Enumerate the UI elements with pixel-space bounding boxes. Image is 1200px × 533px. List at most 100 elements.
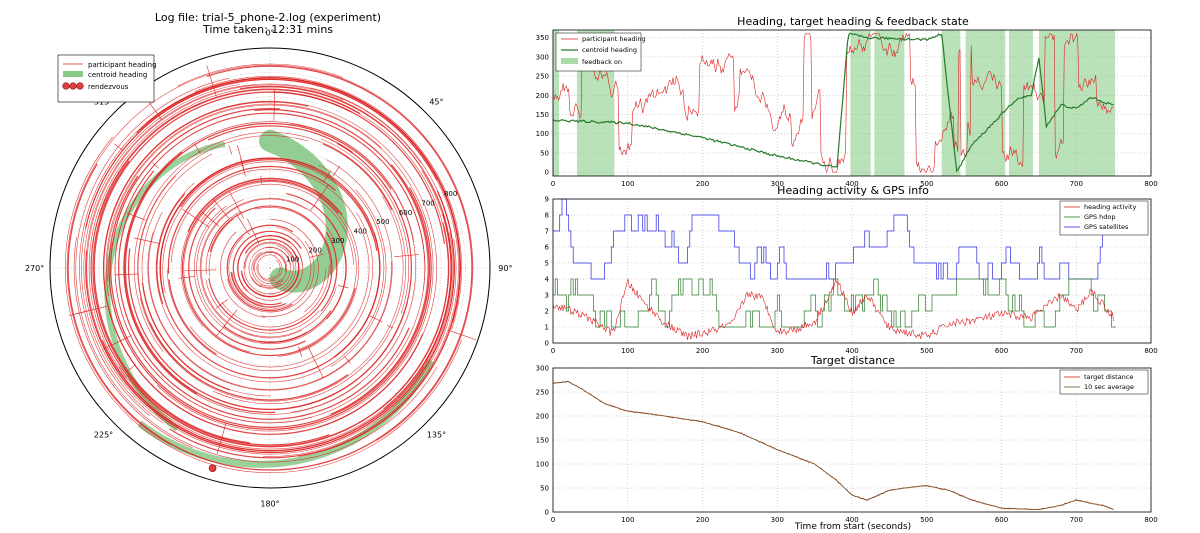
polar-participant-arc xyxy=(228,227,312,310)
polar-legend-box xyxy=(57,54,155,103)
activity-data xyxy=(552,198,1116,340)
polar-radial-tick-label: 600 xyxy=(399,209,412,217)
polar-grid-ring-300 xyxy=(196,194,344,342)
polar-participant-arc xyxy=(108,175,432,430)
distance-axes-frame xyxy=(552,367,1152,513)
y-tick-label: 200 xyxy=(536,413,549,421)
polar-participant-arc xyxy=(239,85,453,368)
polar-subtitle: Time taken: 12:31 mins xyxy=(202,23,333,36)
polar-data xyxy=(49,47,491,489)
polar-participant-arc xyxy=(141,153,272,397)
polar-participant-arc xyxy=(177,63,343,87)
distance-legend: target distance 10 sec average xyxy=(1059,369,1149,395)
polar-participant-arc xyxy=(136,77,461,459)
polar-participant-arc xyxy=(298,81,461,457)
feedback-on-span xyxy=(965,30,1006,176)
polar-participant-arc xyxy=(248,258,262,288)
ten-sec-average-line xyxy=(552,381,1114,511)
polar-participant-radial xyxy=(309,185,329,212)
polar-participant-arc xyxy=(276,245,294,290)
polar-participant-radial xyxy=(337,285,349,289)
activity-title: Heading activity & GPS info xyxy=(777,184,929,197)
y-tick-label: 150 xyxy=(536,437,549,445)
polar-participant-arc xyxy=(205,279,320,334)
polar-participant-radial xyxy=(114,143,124,152)
polar-participant-radial xyxy=(125,364,137,373)
polar-participant-arc xyxy=(230,271,287,308)
polar-participant-arc xyxy=(197,278,226,327)
x-tick-label: 200 xyxy=(696,516,709,524)
activity-chart: Heading activity & GPS info 0 100 200 300 40… xyxy=(545,184,1158,355)
polar-participant-arc xyxy=(259,310,332,343)
y-tick-label: 300 xyxy=(536,365,549,373)
polar-participant-arc xyxy=(118,170,410,420)
polar-participant-arc xyxy=(167,165,336,274)
feedback-on-span xyxy=(874,30,905,176)
polar-legend: participant heading centroid heading ren… xyxy=(57,54,157,103)
polar-participant-arc xyxy=(83,84,457,455)
polar-participant-radial xyxy=(260,175,262,184)
y-tick-label: 250 xyxy=(536,389,549,397)
polar-participant-arc xyxy=(137,135,308,364)
polar-participant-arc xyxy=(256,254,277,282)
polar-participant-radial xyxy=(212,198,229,219)
polar-participant-arc xyxy=(155,164,385,383)
distance-ticks: 0 100 200 300 400 500 600 700 800 0 50 100 150 200 250… xyxy=(536,365,1158,525)
y-tick-label: 100 xyxy=(536,461,549,469)
polar-participant-arc xyxy=(99,89,449,447)
x-tick-label: 300 xyxy=(771,180,784,188)
feedback-on-span xyxy=(553,30,559,176)
polar-participant-arc xyxy=(243,261,274,295)
y-tick-label: 0 xyxy=(545,169,549,177)
polar-angle-label: 180° xyxy=(260,499,279,508)
polar-participant-arc xyxy=(188,207,306,350)
polar-participant-arc xyxy=(290,123,417,413)
polar-grid xyxy=(50,48,490,488)
polar-participant-arc xyxy=(309,87,455,435)
x-tick-label: 600 xyxy=(995,516,1008,524)
polar-participant-arc xyxy=(254,252,286,284)
polar-participant-arc xyxy=(187,177,343,233)
polar-participant-radial xyxy=(323,170,331,183)
polar-participant-arc xyxy=(330,189,387,367)
heading-title: Heading, target heading & feedback state xyxy=(737,15,969,28)
polar-participant-arc xyxy=(168,279,217,355)
y-tick-label: 1 xyxy=(545,324,549,332)
polar-participant-radial xyxy=(237,145,245,171)
y-tick-label: 50 xyxy=(540,149,549,157)
activity-ticks: 0 100 200 300 400 500 600 700 800 0 1 2 3 4 5 6 7 8 9 xyxy=(545,196,1158,356)
legend-activity-hdop-label: GPS hdop xyxy=(1084,213,1116,221)
polar-chart: Log file: trial-5_phone-2.log (experimen… xyxy=(25,11,513,508)
polar-participant-arc xyxy=(221,265,330,328)
legend-heading-feedback-swatch xyxy=(561,58,578,64)
polar-participant-radial xyxy=(216,309,238,337)
legend-centroid-heading-label: centroid heading xyxy=(88,71,147,79)
polar-participant-radial xyxy=(447,329,477,341)
polar-participant-arc xyxy=(251,247,291,289)
polar-participant-arc xyxy=(183,181,357,353)
feedback-on-span xyxy=(941,30,961,176)
polar-radial-tick-label: 400 xyxy=(354,228,367,236)
polar-participant-arc xyxy=(252,251,287,284)
polar-participant-arc xyxy=(251,246,291,265)
polar-rendezvous-point xyxy=(208,464,217,473)
polar-grid-ring-400 xyxy=(171,169,369,367)
polar-participant-radial xyxy=(332,165,341,177)
x-tick-label: 500 xyxy=(920,347,933,355)
polar-participant-radial xyxy=(75,306,107,315)
y-tick-label: 150 xyxy=(536,111,549,119)
polar-participant-arc xyxy=(254,109,429,415)
x-tick-label: 600 xyxy=(995,347,1008,355)
polar-participant-arc xyxy=(199,197,336,339)
polar-participant-arc xyxy=(259,283,282,288)
polar-participant-arc xyxy=(134,132,407,404)
polar-radial-tick-label: 500 xyxy=(376,218,389,226)
polar-participant-radial xyxy=(206,65,217,97)
polar-participant-arc xyxy=(243,241,297,295)
polar-participant-arc xyxy=(110,108,431,429)
y-tick-label: 350 xyxy=(536,34,549,42)
polar-participant-arc xyxy=(92,160,330,446)
feedback-on-span xyxy=(1038,30,1116,176)
polar-participant-radial xyxy=(103,335,132,350)
